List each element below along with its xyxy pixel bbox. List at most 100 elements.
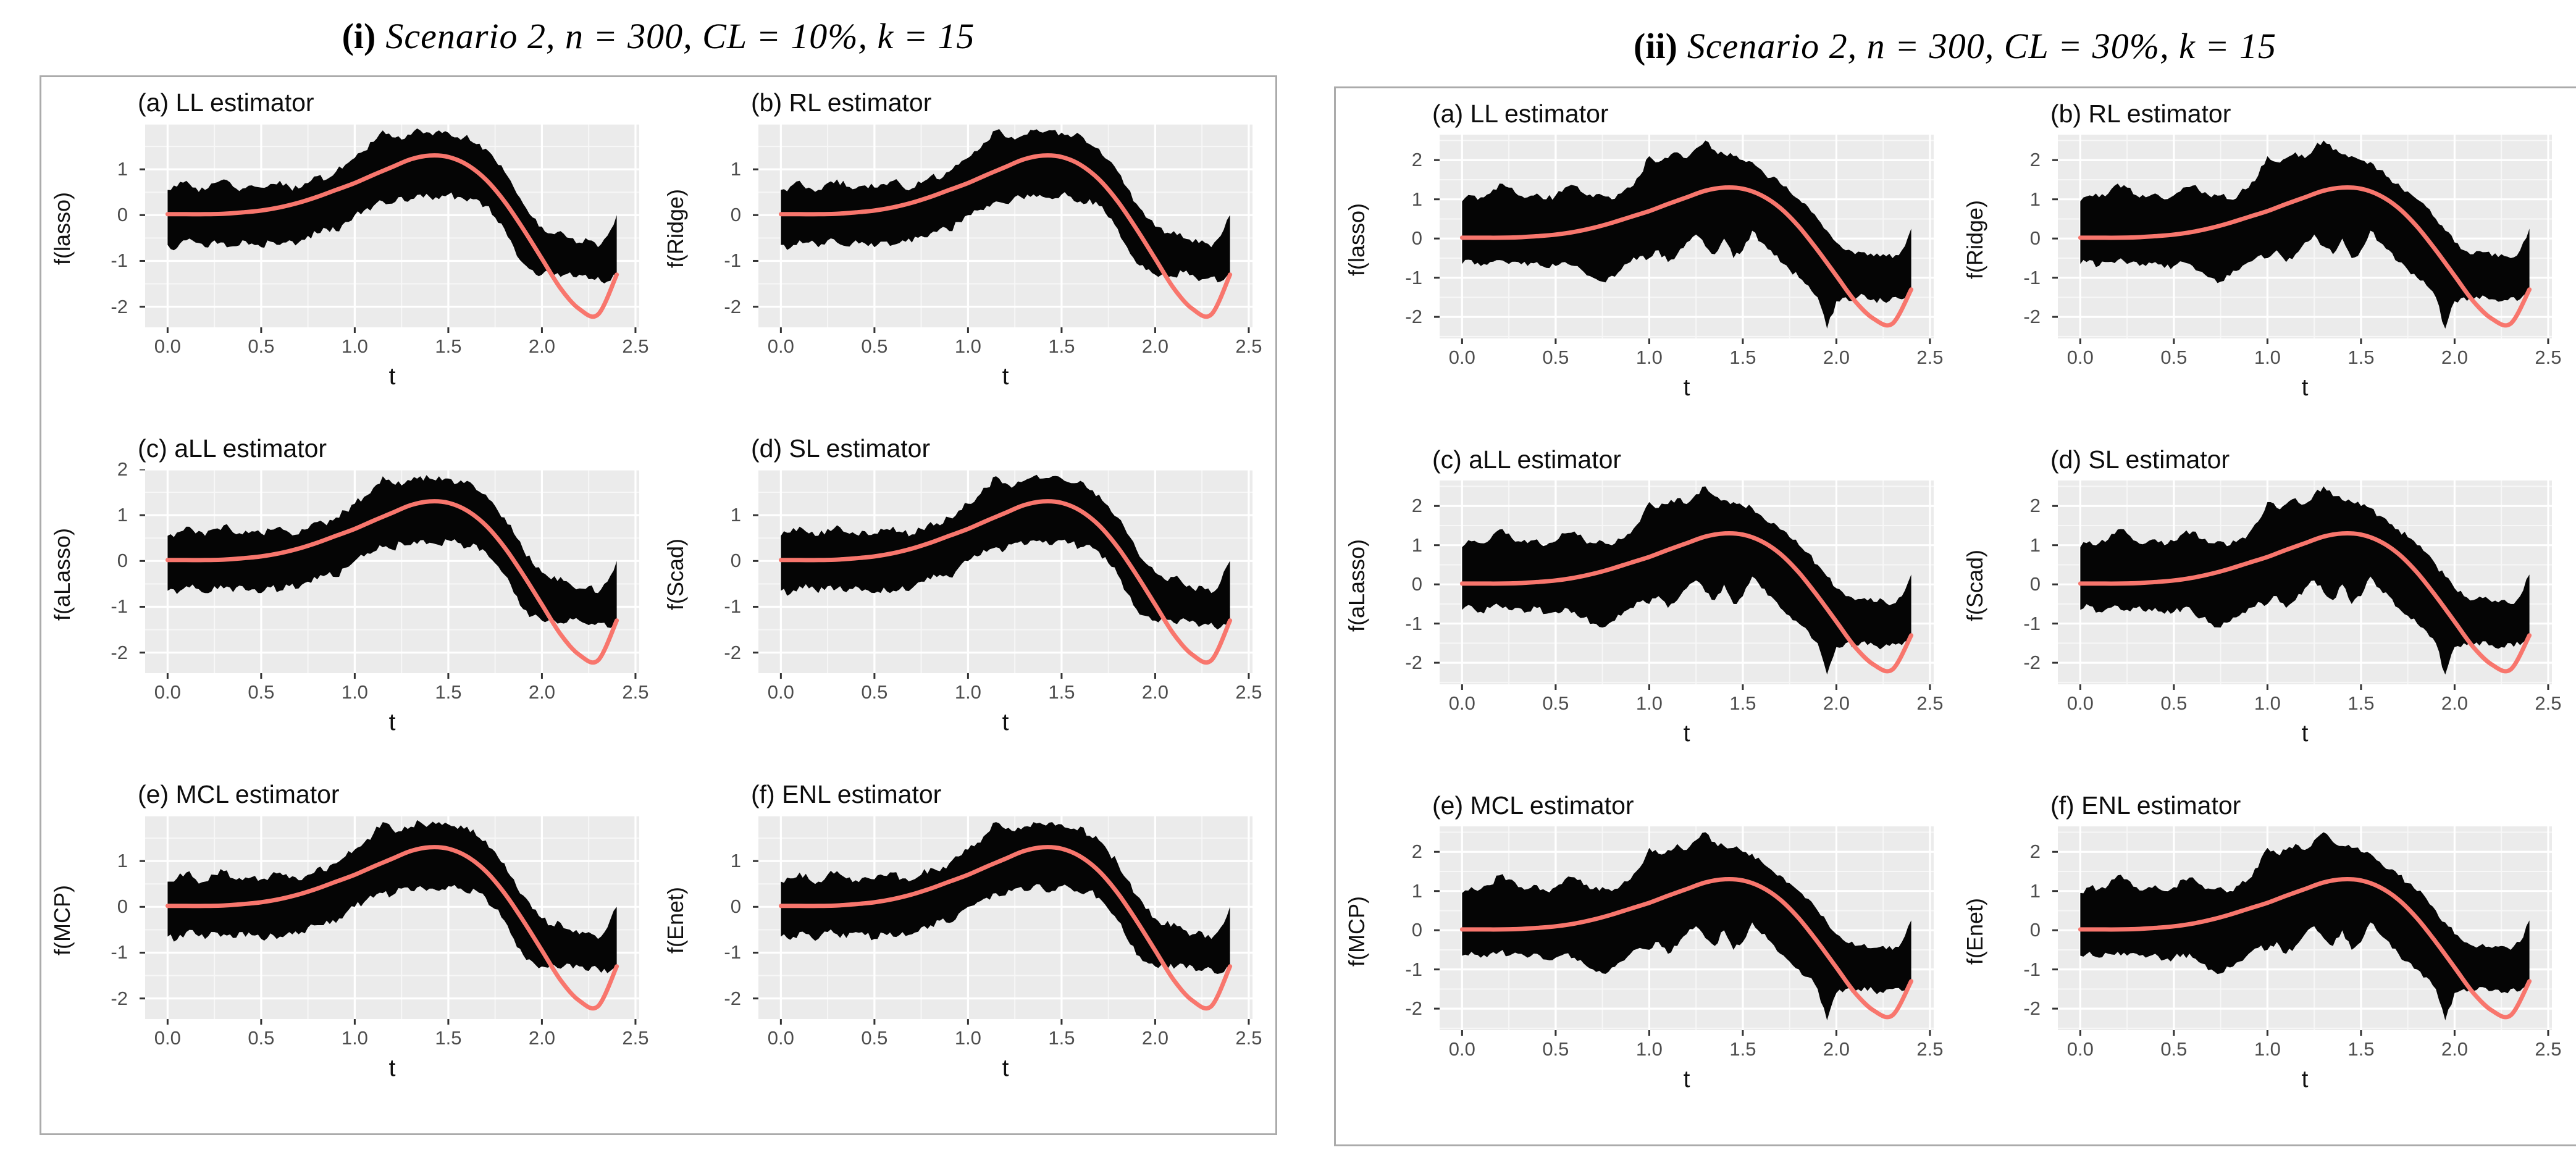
x-tick-label: 0.0 [767, 335, 794, 357]
panel-group-i: (a) LL estimator f(lasso) t 1 0 -1 -2 0.0 0.5… [40, 75, 1277, 1135]
x-tick-label: 0.5 [861, 681, 888, 703]
x-tick-label: 2.5 [1235, 681, 1262, 703]
subplot-i-d: (d) SL estimator f(Scad) t 1 0 -1 -2 0.0 0.5 1… [658, 430, 1262, 776]
subplot-title: (d) SL estimator [2050, 445, 2230, 474]
x-axis-label: t [1002, 709, 1009, 736]
subplot-title: (c) aLL estimator [138, 434, 327, 463]
x-tick-label: 1.0 [1635, 1038, 1663, 1060]
x-tick-label: 0.5 [1542, 692, 1569, 714]
x-tick-label: 1.0 [2254, 692, 2281, 714]
y-tick-label: -1 [1405, 958, 1422, 980]
x-tick-label: 1.5 [1729, 692, 1756, 714]
plot-panel [753, 124, 1252, 333]
x-tick-label: 2.5 [622, 335, 649, 357]
x-tick-label: 0.0 [1448, 692, 1475, 714]
y-tick-label: 1 [117, 504, 128, 526]
x-tick-label: 2.0 [1141, 681, 1168, 703]
x-tick-label: 0.0 [1448, 346, 1475, 368]
plot-area: f(Ridge) t 1 0 -1 -2 0.0 0.5 1.0 1.5 2.0 2.5 [658, 120, 1262, 422]
panel-ii-numeral: (ii) [1634, 25, 1677, 66]
subplot-i-e: (e) MCL estimator f(MCP) t 1 0 -1 -2 0.0 0.5 1… [45, 776, 648, 1122]
plot-panel [140, 815, 639, 1025]
x-tick-label: 1.5 [2347, 1038, 2375, 1060]
x-axis-label: t [388, 363, 396, 390]
x-tick-label: 1.5 [2347, 692, 2375, 714]
x-tick-label: 2.0 [528, 1027, 555, 1049]
x-tick-label: 1.0 [954, 1027, 981, 1049]
plot-panel [753, 815, 1252, 1025]
y-tick-label: -1 [2023, 266, 2041, 288]
y-tick-label: 0 [1411, 573, 1422, 595]
y-tick-label: -2 [2023, 652, 2041, 674]
plot-area: f(aLasso) t 2 1 0 -1 -2 0.0 0.5 1.0 1.5 2.0 2.5 [1340, 477, 1943, 779]
x-tick-label: 1.0 [954, 681, 981, 703]
y-tick-label: 1 [1411, 879, 1422, 902]
x-tick-label: 2.0 [2441, 346, 2468, 368]
plot-panel [2052, 481, 2552, 690]
subplot-i-f: (f) ENL estimator f(Enet) t 1 0 -1 -2 0.0 0.5… [658, 776, 1262, 1122]
plot-area: f(Ridge) t 2 1 0 -1 -2 0.0 0.5 1.0 1.5 2.0 2.5 [1958, 131, 2561, 434]
subplot-title: (f) ENL estimator [2050, 791, 2241, 820]
plot-area: f(Enet) t 2 1 0 -1 -2 0.0 0.5 1.0 1.5 2.0 2.5 [1958, 823, 2561, 1125]
subplot-i-a: (a) LL estimator f(lasso) t 1 0 -1 -2 0.0 0.5… [45, 85, 648, 430]
y-tick-label: -2 [724, 987, 741, 1009]
y-tick-label: 1 [730, 504, 741, 526]
x-tick-label: 0.0 [767, 681, 794, 703]
x-tick-label: 0.0 [767, 1027, 794, 1049]
y-tick-label: -2 [2023, 306, 2041, 328]
x-tick-label: 1.0 [954, 335, 981, 357]
x-tick-label: 2.5 [1235, 1027, 1262, 1049]
x-tick-label: 2.0 [2441, 692, 2468, 714]
y-tick-label: 1 [2029, 879, 2041, 902]
x-tick-label: 2.0 [1141, 1027, 1168, 1049]
subplot-ii-b: (b) RL estimator f(Ridge) t 2 1 0 -1 -2 0.0 0.… [1958, 96, 2561, 442]
x-tick-label: 1.0 [1635, 692, 1663, 714]
x-axis-label: t [1683, 374, 1690, 401]
x-tick-label: 2.5 [622, 681, 649, 703]
plot-area: f(lasso) t 2 1 0 -1 -2 0.0 0.5 1.0 1.5 2.0 2.5 [1340, 131, 1943, 434]
panel-i-title: (i) Scenario 2, n = 300, CL = 10%, k = 1… [40, 1, 1277, 70]
panel-i-grid: (a) LL estimator f(lasso) t 1 0 -1 -2 0.0 0.5… [41, 77, 1275, 1133]
x-axis-label: t [388, 1055, 396, 1081]
y-tick-label: -1 [724, 250, 741, 272]
y-tick-label: -2 [111, 987, 128, 1009]
x-tick-label: 2.0 [528, 335, 555, 357]
y-tick-label: -2 [1405, 306, 1422, 328]
y-tick-label: -1 [724, 595, 741, 618]
x-tick-label: 2.5 [1916, 692, 1944, 714]
x-tick-label: 1.5 [1048, 335, 1075, 357]
x-tick-label: 1.5 [2347, 346, 2375, 368]
y-tick-label: -2 [1405, 652, 1422, 674]
plot-panel [1434, 826, 1934, 1036]
subplot-ii-f: (f) ENL estimator f(Enet) t 2 1 0 -1 -2 0.0 0.… [1958, 787, 2561, 1133]
x-tick-label: 0.0 [154, 335, 181, 357]
subplot-i-c: (c) aLL estimator f(aLasso) t 2 1 0 -1 -2 0.0… [45, 430, 648, 776]
y-tick-label: 1 [117, 158, 128, 180]
x-tick-label: 2.0 [1823, 346, 1850, 368]
x-tick-label: 2.5 [2535, 692, 2562, 714]
panel-ii-title-text: Scenario 2, n = 300, CL = 30%, k = 15 [1687, 25, 2276, 66]
subplot-title: (e) MCL estimator [138, 780, 340, 808]
y-tick-label: -1 [111, 595, 128, 618]
subplot-title: (a) LL estimator [1432, 99, 1609, 128]
y-tick-label: 2 [1411, 149, 1422, 171]
y-tick-label: 0 [2029, 227, 2041, 250]
plot-panel [140, 124, 639, 333]
x-tick-label: 0.0 [1448, 1038, 1475, 1060]
plot-area: f(MCP) t 1 0 -1 -2 0.0 0.5 1.0 1.5 2.0 2.5 [45, 812, 648, 1114]
y-tick-label: 1 [117, 850, 128, 872]
x-axis-label: t [2301, 374, 2309, 401]
subplot-title: (f) ENL estimator [751, 780, 942, 808]
x-tick-label: 1.0 [341, 335, 368, 357]
x-tick-label: 0.5 [248, 681, 275, 703]
y-tick-label: 0 [1411, 919, 1422, 941]
x-axis-label: t [1683, 1066, 1690, 1093]
y-tick-label: 2 [2029, 495, 2041, 517]
x-tick-label: 0.0 [154, 1027, 181, 1049]
x-axis-label: t [388, 709, 396, 736]
y-tick-label: -2 [2023, 997, 2041, 1020]
x-tick-label: 2.5 [1916, 346, 1944, 368]
x-tick-label: 1.5 [1048, 1027, 1075, 1049]
plot-panel [1434, 135, 1934, 344]
